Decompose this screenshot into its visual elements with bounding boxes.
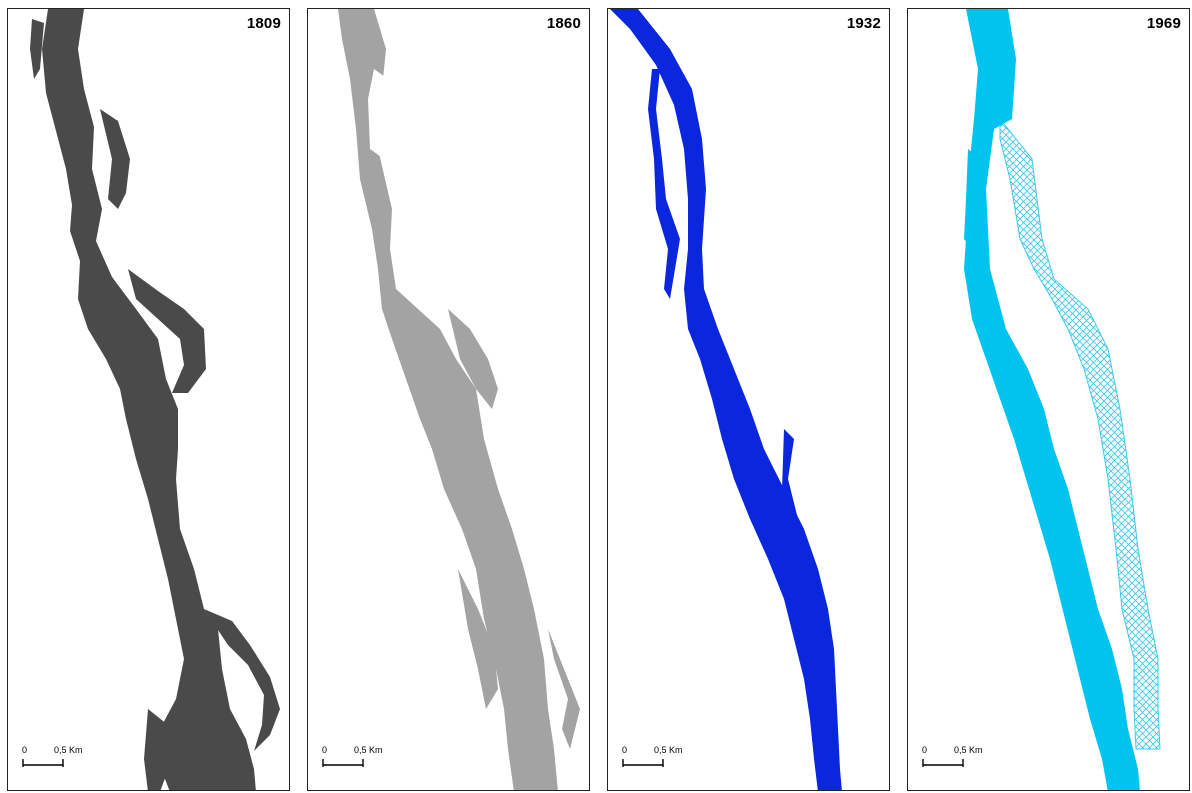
scale-bar: 0 0,5 Km — [622, 745, 702, 775]
river-channels-1809 — [30, 9, 280, 790]
river-map-1932 — [610, 9, 842, 790]
scale-distance-label: 0,5 Km — [954, 745, 983, 755]
scale-bar-line — [322, 759, 364, 767]
river-channels-1932 — [610, 9, 842, 790]
hatched-floodplain-area — [999, 117, 1161, 750]
scale-bar-line — [22, 759, 64, 767]
year-label: 1932 — [846, 15, 881, 32]
scale-distance-label: 0,5 Km — [354, 745, 383, 755]
scale-bar-line — [922, 759, 964, 767]
map-panel-1932: 1932 0 0,5 Km — [607, 8, 890, 791]
scale-zero-label: 0 — [922, 745, 928, 755]
river-map-1860 — [338, 9, 580, 790]
scale-distance-label: 0,5 Km — [654, 745, 683, 755]
year-label: 1809 — [246, 15, 281, 32]
scale-zero-label: 0 — [22, 745, 28, 755]
river-map-1809 — [30, 9, 280, 790]
river-channels-1860 — [338, 9, 580, 790]
scale-distance-label: 0,5 Km — [54, 745, 83, 755]
year-label: 1969 — [1146, 15, 1181, 32]
scale-zero-label: 0 — [322, 745, 328, 755]
scale-bar: 0 0,5 Km — [322, 745, 402, 775]
year-label: 1860 — [546, 15, 581, 32]
map-panel-1860: 1860 0 0,5 Km — [307, 8, 590, 791]
map-panel-1809: 1809 0 0,5 Km — [7, 8, 290, 791]
scale-bar-line — [622, 759, 664, 767]
scale-bar: 0 0,5 Km — [22, 745, 102, 775]
river-map-1969 — [964, 9, 1161, 790]
scale-bar: 0 0,5 Km — [922, 745, 1002, 775]
scale-zero-label: 0 — [622, 745, 628, 755]
map-panel-1969: 1969 0 0,5 Km — [907, 8, 1190, 791]
river-channels-1969 — [964, 9, 1140, 790]
